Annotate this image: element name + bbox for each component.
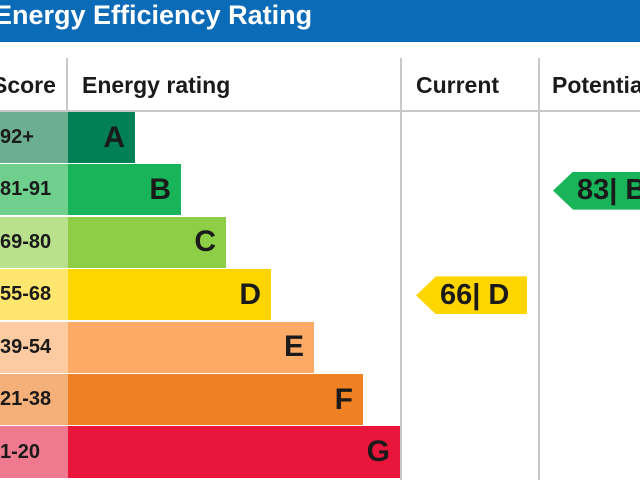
column-header-energy-rating: Energy rating	[82, 72, 231, 98]
grid-line	[0, 110, 640, 112]
score-range-d: 55-68	[0, 269, 68, 321]
rating-band-f: F	[68, 374, 363, 425]
grid-line	[538, 58, 540, 480]
column-header-current: Current	[416, 72, 500, 98]
score-range-a: 92+	[0, 112, 68, 163]
column-header-score: Score	[0, 72, 56, 98]
score-range-g: 1-20	[0, 426, 68, 479]
rating-band-d: D	[68, 269, 271, 321]
rating-band-a: A	[68, 112, 135, 163]
score-range-e: 39-54	[0, 321, 68, 373]
rating-band-e: E	[68, 321, 314, 373]
score-range-c: 69-80	[0, 216, 68, 268]
column-header-potential: Potential	[552, 72, 640, 98]
score-range-b: 81-91	[0, 164, 68, 216]
chart-title: Energy Efficiency Rating	[0, 0, 313, 30]
grid-line	[66, 58, 68, 112]
current-rating-arrow: 66| D	[416, 276, 527, 315]
title-bar: Energy Efficiency Rating	[0, 0, 640, 42]
rating-band-b: B	[68, 164, 181, 216]
table-header: Score Energy rating Current Potential	[0, 58, 640, 112]
potential-rating-arrow: 83| B	[553, 171, 640, 210]
score-range-f: 21-38	[0, 374, 68, 425]
grid-line	[400, 58, 402, 480]
rating-band-g: G	[68, 426, 400, 479]
rating-band-c: C	[68, 216, 226, 268]
